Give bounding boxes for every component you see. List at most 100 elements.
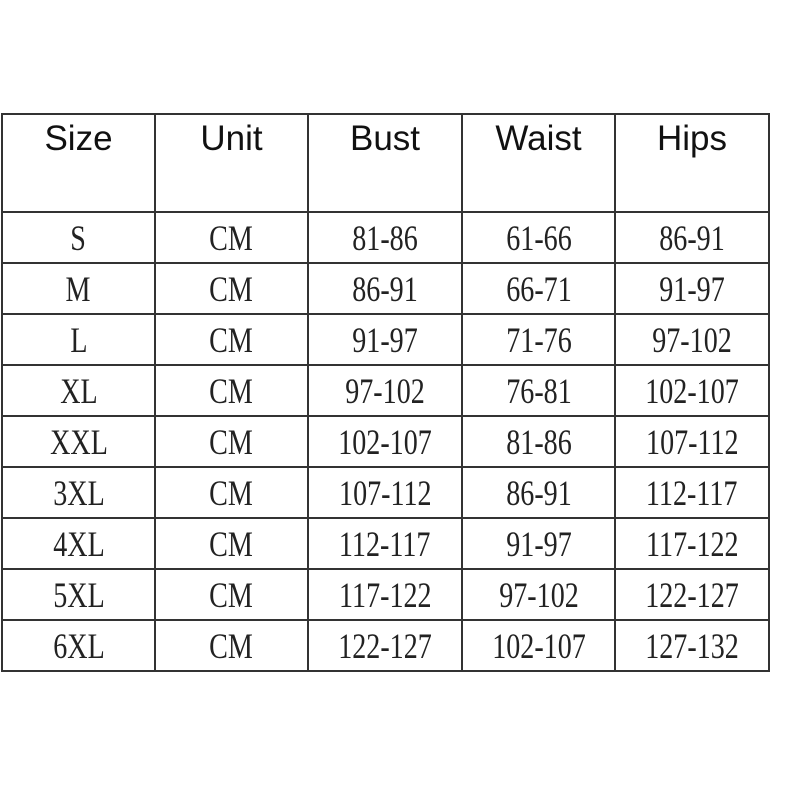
cell-waist: 91-97 [461, 517, 616, 570]
cell-hips: 112-117 [614, 466, 770, 519]
cell-bust: 102-107 [307, 415, 463, 468]
cell-size: XL [1, 364, 156, 417]
header-size: Size [1, 113, 156, 213]
cell-size: 5XL [1, 568, 156, 621]
hips-value: 127-132 [645, 625, 739, 666]
table-row: 6XL CM 122-127 102-107 127-132 [1, 619, 770, 672]
bust-value: 97-102 [345, 370, 425, 411]
bust-value: 122-127 [338, 625, 432, 666]
unit-value: CM [209, 523, 254, 564]
table-row: XL CM 97-102 76-81 102-107 [1, 364, 770, 417]
cell-hips: 102-107 [614, 364, 770, 417]
table-row: L CM 91-97 71-76 97-102 [1, 313, 770, 366]
table-row: 4XL CM 112-117 91-97 117-122 [1, 517, 770, 570]
waist-value: 97-102 [498, 574, 579, 615]
cell-unit: CM [154, 619, 309, 672]
hips-value: 102-107 [645, 370, 739, 411]
bust-value: 81-86 [352, 217, 418, 258]
cell-waist: 71-76 [461, 313, 616, 366]
hips-value: 122-127 [645, 574, 739, 615]
cell-bust: 97-102 [307, 364, 463, 417]
cell-waist: 66-71 [461, 262, 616, 315]
cell-unit: CM [154, 568, 309, 621]
cell-bust: 107-112 [307, 466, 463, 519]
header-hips: Hips [614, 113, 770, 213]
hips-value: 112-117 [646, 472, 738, 513]
waist-value: 76-81 [505, 370, 572, 411]
size-value: L [69, 319, 88, 360]
unit-value: CM [209, 268, 254, 309]
size-chart-table: Size Unit Bust Waist Hips S CM 81-86 61-66 8… [1, 113, 770, 672]
header-bust: Bust [307, 113, 463, 213]
waist-value: 81-86 [505, 421, 572, 462]
unit-value: CM [209, 625, 254, 666]
table-row: 3XL CM 107-112 86-91 112-117 [1, 466, 770, 519]
cell-unit: CM [154, 262, 309, 315]
table-body: S CM 81-86 61-66 86-91 M CM 86-91 66-71 91-97 L CM 9… [1, 211, 770, 672]
cell-size: S [1, 211, 156, 264]
cell-bust: 117-122 [307, 568, 463, 621]
bust-value: 91-97 [352, 319, 418, 360]
bust-value: 117-122 [338, 574, 432, 615]
cell-waist: 102-107 [461, 619, 616, 672]
cell-bust: 112-117 [307, 517, 463, 570]
cell-size: L [1, 313, 156, 366]
size-value: XXL [49, 421, 108, 462]
cell-waist: 76-81 [461, 364, 616, 417]
waist-value: 86-91 [505, 472, 572, 513]
bust-value: 112-117 [339, 523, 431, 564]
cell-hips: 127-132 [614, 619, 770, 672]
header-unit: Unit [154, 113, 309, 213]
unit-value: CM [209, 217, 254, 258]
cell-size: 3XL [1, 466, 156, 519]
cell-waist: 81-86 [461, 415, 616, 468]
size-value: 5XL [52, 574, 105, 615]
cell-hips: 91-97 [614, 262, 770, 315]
waist-value: 91-97 [505, 523, 572, 564]
cell-bust: 81-86 [307, 211, 463, 264]
table-row: 5XL CM 117-122 97-102 122-127 [1, 568, 770, 621]
waist-value: 102-107 [491, 625, 586, 666]
cell-waist: 61-66 [461, 211, 616, 264]
unit-value: CM [209, 421, 254, 462]
waist-value: 66-71 [505, 268, 572, 309]
table-row: XXL CM 102-107 81-86 107-112 [1, 415, 770, 468]
cell-hips: 117-122 [614, 517, 770, 570]
cell-unit: CM [154, 466, 309, 519]
size-value: M [66, 268, 91, 309]
waist-value: 61-66 [505, 217, 572, 258]
cell-hips: 122-127 [614, 568, 770, 621]
bust-value: 102-107 [338, 421, 432, 462]
size-value: S [70, 217, 87, 258]
bust-value: 107-112 [338, 472, 432, 513]
cell-hips: 86-91 [614, 211, 770, 264]
unit-value: CM [209, 472, 254, 513]
cell-unit: CM [154, 211, 309, 264]
cell-bust: 91-97 [307, 313, 463, 366]
cell-bust: 122-127 [307, 619, 463, 672]
unit-value: CM [209, 319, 254, 360]
size-value: 3XL [52, 472, 105, 513]
cell-unit: CM [154, 313, 309, 366]
cell-bust: 86-91 [307, 262, 463, 315]
cell-hips: 107-112 [614, 415, 770, 468]
size-value: XL [59, 370, 98, 411]
unit-value: CM [209, 574, 254, 615]
hips-value: 91-97 [659, 268, 725, 309]
cell-size: XXL [1, 415, 156, 468]
hips-value: 107-112 [645, 421, 739, 462]
cell-size: M [1, 262, 156, 315]
cell-unit: CM [154, 415, 309, 468]
waist-value: 71-76 [505, 319, 572, 360]
table-row: M CM 86-91 66-71 91-97 [1, 262, 770, 315]
cell-waist: 97-102 [461, 568, 616, 621]
cell-hips: 97-102 [614, 313, 770, 366]
cell-waist: 86-91 [461, 466, 616, 519]
hips-value: 117-122 [645, 523, 739, 564]
bust-value: 86-91 [352, 268, 418, 309]
size-value: 4XL [52, 523, 105, 564]
header-row: Size Unit Bust Waist Hips [1, 113, 770, 213]
hips-value: 86-91 [659, 217, 725, 258]
unit-value: CM [209, 370, 254, 411]
cell-size: 6XL [1, 619, 156, 672]
